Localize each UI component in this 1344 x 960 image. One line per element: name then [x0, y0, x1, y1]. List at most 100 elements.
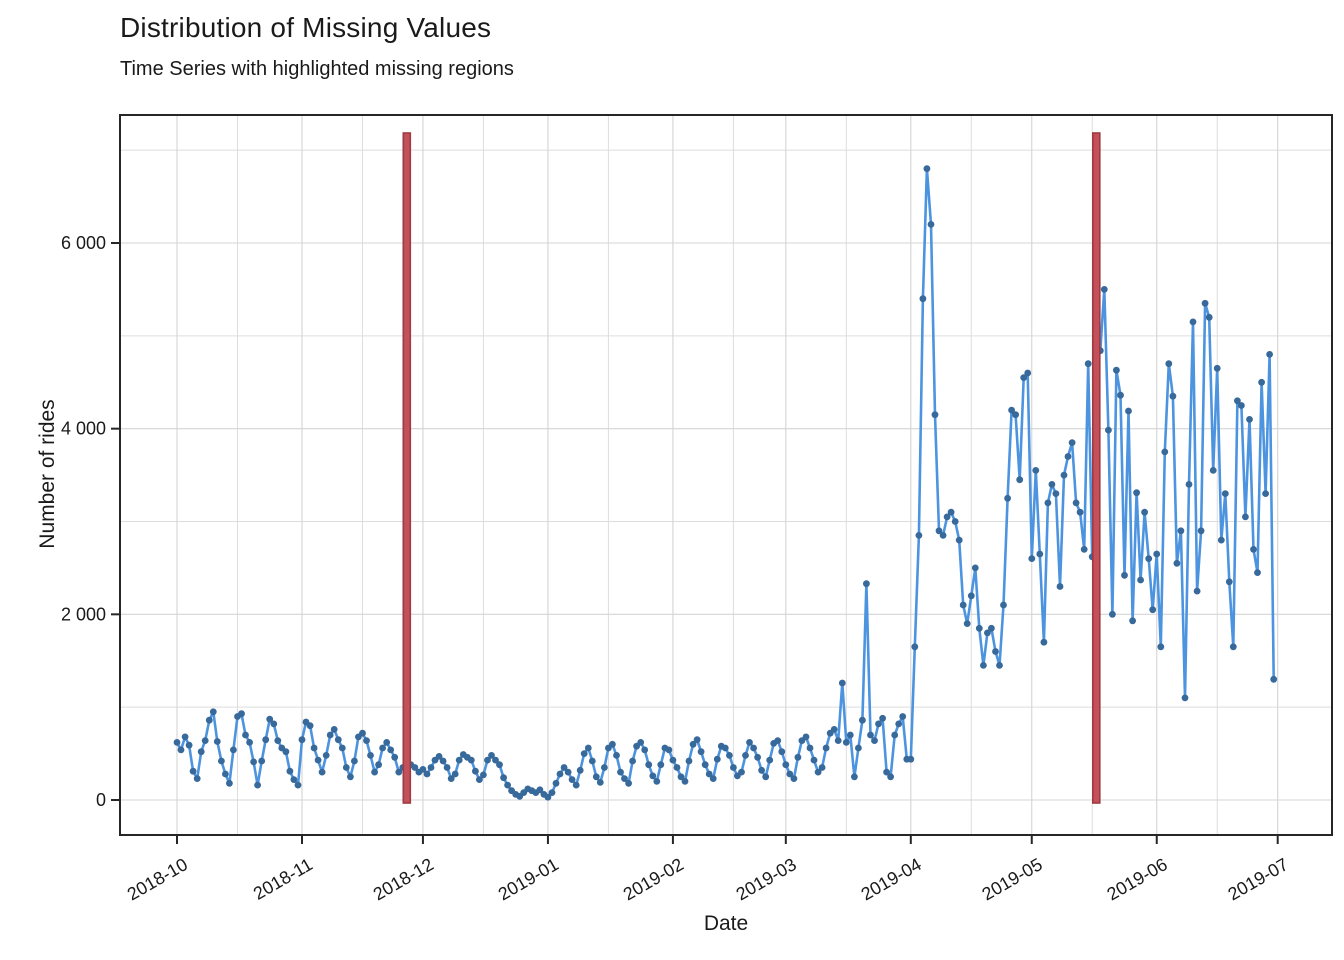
data-point [1028, 555, 1036, 562]
data-point [851, 773, 858, 781]
data-point [830, 726, 838, 733]
data-point [1262, 490, 1269, 497]
data-point [286, 767, 294, 775]
data-point [592, 773, 600, 781]
data-point [226, 779, 233, 787]
data-point [730, 764, 737, 771]
data-point [653, 778, 661, 785]
data-point [943, 513, 951, 521]
data-point [649, 772, 657, 780]
data-point [697, 748, 705, 756]
data-point [984, 629, 991, 637]
data-point [713, 755, 721, 763]
data-point [1016, 476, 1024, 484]
data-point [1064, 453, 1072, 460]
data-point [552, 779, 560, 787]
data-point [580, 750, 588, 757]
data-point [504, 781, 511, 789]
data-point [641, 746, 649, 754]
data-point [1008, 406, 1015, 414]
data-point [855, 744, 862, 752]
data-point [1169, 392, 1177, 400]
data-point [1068, 439, 1076, 446]
data-point [693, 736, 701, 744]
data-point [810, 756, 818, 764]
data-point [298, 736, 306, 744]
data-point [480, 771, 487, 779]
data-point [863, 580, 870, 588]
data-point [677, 773, 685, 781]
data-point [1185, 481, 1193, 488]
data-point [306, 722, 314, 730]
data-point [419, 766, 427, 773]
data-point [673, 764, 681, 771]
x-axis-tick-label: 2018-10 [124, 854, 191, 904]
data-point [375, 761, 382, 769]
data-point [484, 756, 491, 764]
data-point [967, 592, 975, 600]
data-point [1254, 569, 1261, 576]
data-point [685, 757, 693, 765]
data-point [1209, 467, 1217, 474]
data-point [778, 748, 786, 756]
data-point [1266, 351, 1273, 358]
x-axis-tick-label: 2019-04 [858, 854, 925, 904]
data-point [1161, 448, 1169, 456]
data-point [1125, 407, 1132, 415]
data-point [786, 770, 794, 778]
data-point [879, 714, 886, 722]
data-point [762, 773, 770, 781]
data-point [871, 737, 878, 744]
data-point [1133, 489, 1140, 497]
data-point [1040, 638, 1048, 646]
data-point [395, 768, 403, 776]
data-point [1234, 397, 1241, 405]
data-point [1225, 578, 1233, 586]
data-point [721, 744, 729, 752]
axes-spines [119, 114, 1333, 836]
data-point [213, 738, 221, 745]
data-point [883, 768, 890, 776]
data-point [613, 752, 620, 759]
data-point [689, 740, 697, 748]
data-point [919, 295, 927, 303]
data-point [935, 527, 943, 535]
data-point [1020, 374, 1028, 381]
data-point [193, 775, 201, 782]
data-point [391, 753, 399, 761]
data-point [806, 744, 814, 752]
data-point [270, 720, 278, 728]
data-point [834, 737, 842, 744]
data-point [891, 731, 899, 739]
data-point [1109, 610, 1116, 618]
data-point [629, 757, 636, 765]
data-point [1246, 416, 1253, 423]
data-point [383, 739, 391, 746]
data-point [338, 744, 346, 752]
data-point [242, 731, 249, 739]
data-point [955, 536, 963, 544]
data-point [1012, 411, 1019, 419]
data-point [939, 532, 947, 539]
data-point [387, 746, 395, 754]
data-point [576, 766, 584, 774]
data-point [596, 779, 604, 786]
data-point [342, 764, 350, 771]
data-line [409, 167, 1094, 799]
data-point [1117, 391, 1124, 399]
data-point [177, 746, 185, 754]
data-point [1145, 555, 1153, 562]
data-point [1044, 499, 1052, 507]
data-point [536, 786, 544, 794]
data-point [726, 752, 733, 759]
data-point [379, 744, 386, 752]
data-point [774, 737, 782, 744]
data-point [205, 716, 213, 724]
data-point [238, 710, 245, 718]
data-point [488, 752, 495, 759]
data-point [1149, 606, 1157, 614]
data-point [859, 716, 866, 724]
data-point [742, 752, 749, 759]
data-point [1076, 508, 1084, 516]
